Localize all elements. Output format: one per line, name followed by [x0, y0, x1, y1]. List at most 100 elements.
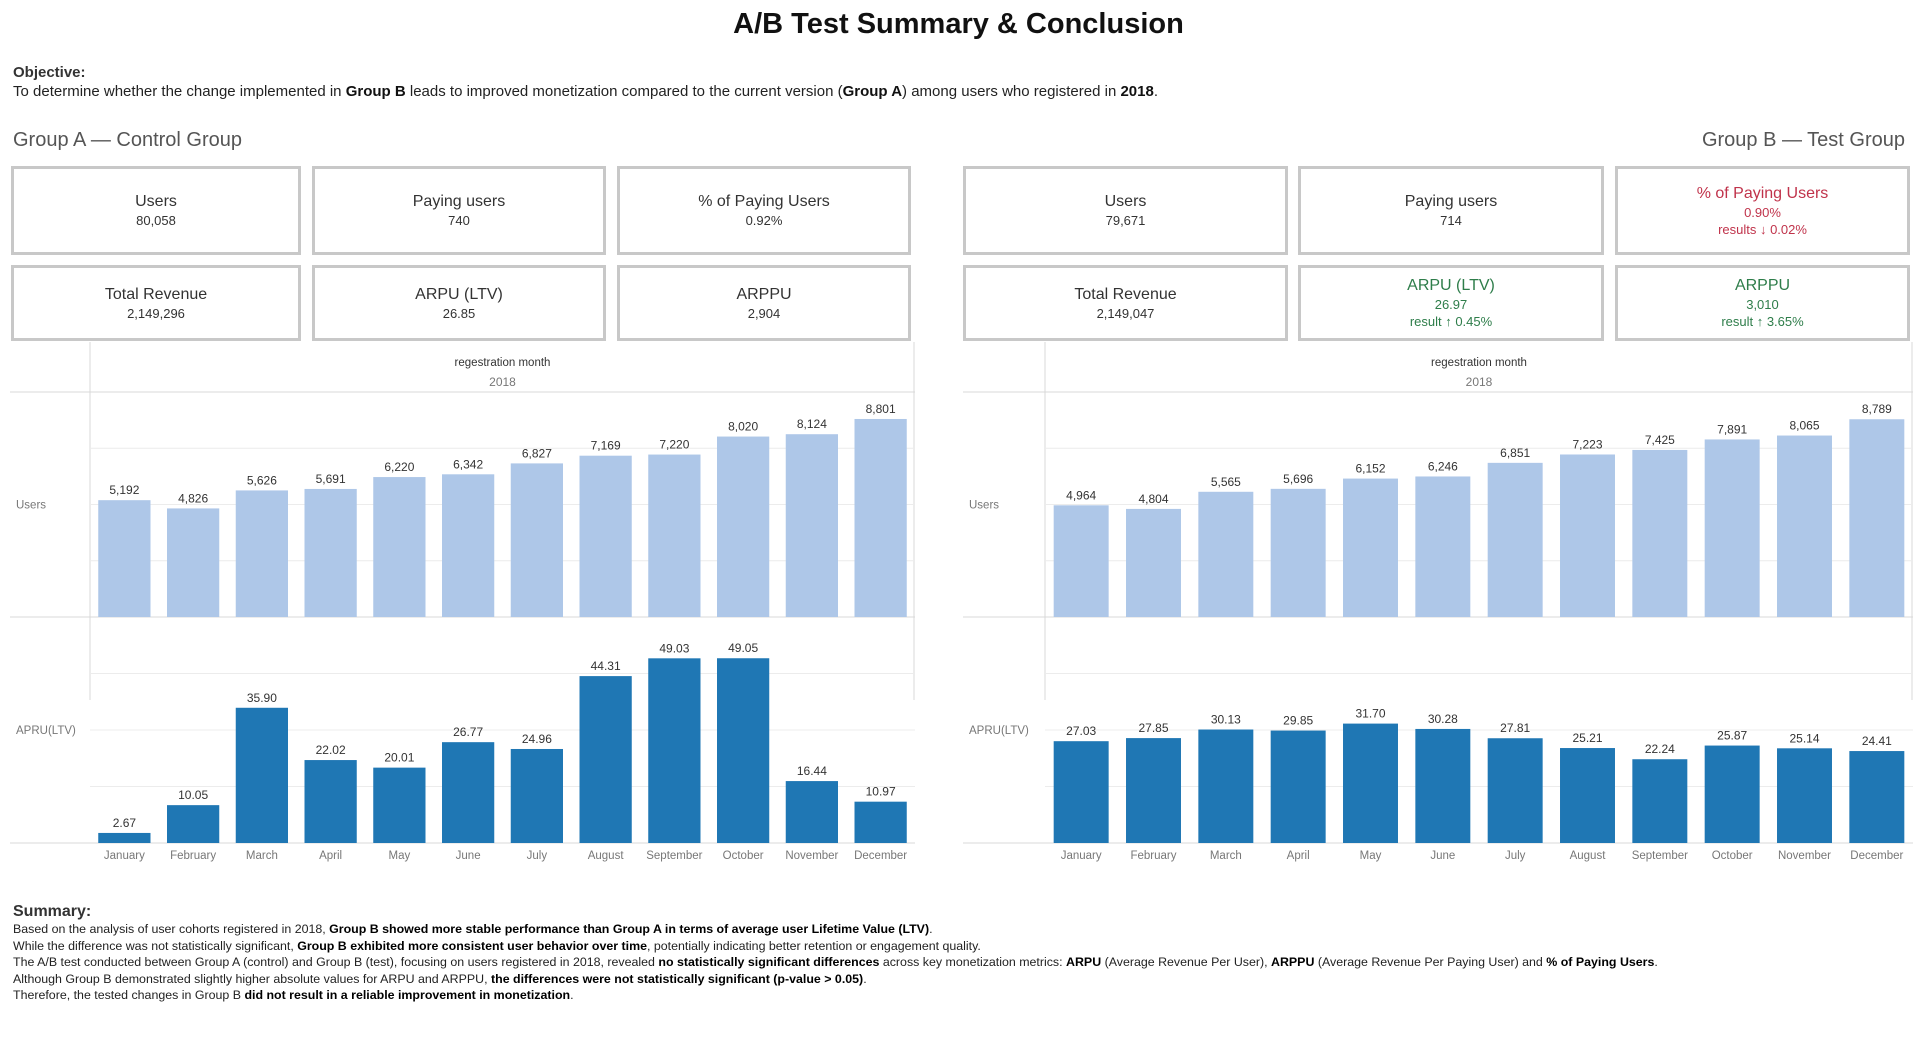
data-label: 5,565: [1211, 475, 1241, 489]
data-label: 6,246: [1428, 459, 1458, 473]
data-label: 4,964: [1066, 488, 1096, 502]
data-label: 4,826: [178, 491, 208, 505]
x-tick-label: August: [1570, 850, 1607, 862]
data-label: 30.28: [1428, 712, 1458, 726]
data-label: 10.97: [866, 785, 896, 799]
data-label: 25.14: [1789, 731, 1819, 745]
bar: [304, 760, 357, 843]
chart-group-a: regestration month 2018 Users 5,192 4,826 5,6…: [10, 342, 915, 862]
bar: [1849, 751, 1905, 843]
result-decrease: results ↓ 0.02%: [1718, 221, 1807, 237]
data-label: 7,220: [659, 438, 689, 452]
bar: [854, 801, 907, 843]
data-label: 7,425: [1645, 433, 1675, 447]
x-tick-label: January: [1061, 850, 1102, 862]
data-label: 31.70: [1355, 707, 1385, 721]
data-label: 8,801: [866, 402, 896, 416]
summary-line: Although Group B demonstrated slightly h…: [13, 971, 867, 986]
kpi-card-total-revenue-a: Total Revenue 2,149,296: [11, 265, 301, 341]
data-label: 25.21: [1572, 731, 1602, 745]
x-tick-label: February: [1130, 850, 1176, 862]
bar: [1704, 745, 1760, 843]
bar: [510, 748, 563, 843]
summary-line: While the difference was not statistical…: [13, 938, 981, 953]
x-tick-label: July: [1505, 850, 1526, 862]
bar: [98, 500, 151, 617]
x-tick-label: November: [1778, 850, 1831, 862]
bar: [1560, 454, 1615, 617]
x-tick-label: February: [170, 850, 216, 862]
bar: [854, 418, 907, 617]
data-label: 7,223: [1572, 437, 1602, 451]
kpi-card-users-a: Users 80,058: [11, 166, 301, 255]
bar: [1849, 419, 1905, 617]
x-tick-label: November: [785, 850, 838, 862]
x-tick-label: August: [588, 850, 625, 862]
data-label: 2.67: [113, 816, 137, 830]
bar: [1415, 476, 1471, 617]
data-label: 49.05: [728, 641, 758, 655]
page-title: A/B Test Summary & Conclusion: [733, 8, 1184, 40]
data-label: 26.77: [453, 725, 483, 739]
data-label: 5,626: [247, 473, 277, 487]
bar: [1198, 491, 1254, 617]
chart-group-b: regestration month 2018 Users 4,964 4,804 5,5…: [963, 342, 1913, 862]
bar: [1343, 723, 1398, 843]
bar: [1777, 435, 1832, 617]
data-label: 8,124: [797, 417, 827, 431]
column-year: 2018: [1466, 375, 1493, 389]
bar: [1487, 462, 1543, 617]
data-label: 6,827: [522, 446, 552, 460]
bar: [235, 707, 288, 843]
group-a-title: Group A — Control Group: [13, 129, 243, 151]
data-label: 6,342: [453, 457, 483, 471]
kpi-card-arppu-a: ARPPU 2,904: [617, 265, 911, 341]
kpi-card-paying-users-a: Paying users 740: [312, 166, 606, 255]
row-label: Users: [16, 500, 46, 512]
bar: [1777, 748, 1832, 843]
summary-line: Based on the analysis of user cohorts re…: [13, 922, 933, 936]
data-label: 8,065: [1789, 419, 1819, 433]
bar: [579, 455, 632, 617]
bar: [717, 436, 770, 617]
row-label: APRU(LTV): [16, 725, 76, 737]
objective-label: Objective:: [13, 64, 86, 81]
data-label: 6,152: [1355, 462, 1385, 476]
x-tick-label: September: [646, 850, 702, 862]
data-label: 20.01: [384, 751, 414, 765]
bar: [785, 434, 838, 617]
x-tick-label: December: [854, 850, 907, 862]
bar: [1270, 488, 1326, 617]
bar: [1415, 728, 1471, 843]
bar: [1053, 741, 1109, 843]
kpi-card-arppu-b: ARPPU 3,010 result ↑ 3.65%: [1615, 265, 1910, 341]
row-label: Users: [969, 500, 999, 512]
data-label: 5,691: [316, 472, 346, 486]
data-label: 4,804: [1138, 492, 1168, 506]
kpi-card-pct-paying-b: % of Paying Users 0.90% results ↓ 0.02%: [1615, 166, 1910, 255]
bar: [579, 676, 632, 843]
bar: [1270, 730, 1326, 843]
objective-text: To determine whether the change implemen…: [13, 83, 1159, 100]
x-tick-label: July: [527, 850, 548, 862]
result-increase: result ↑ 3.65%: [1721, 314, 1804, 329]
data-label: 8,789: [1862, 402, 1892, 416]
x-tick-label: April: [319, 850, 342, 862]
x-tick-label: March: [1210, 850, 1242, 862]
bar: [648, 454, 701, 617]
column-header: regestration month: [455, 357, 551, 369]
bar: [1704, 439, 1760, 617]
x-tick-label: April: [1287, 850, 1310, 862]
x-tick-label: October: [723, 850, 764, 862]
x-tick-label: March: [246, 850, 278, 862]
summary: Summary: Based on the analysis of user c…: [13, 902, 1903, 1004]
bar: [1126, 508, 1181, 617]
bar: [1632, 449, 1688, 617]
data-label: 10.05: [178, 788, 208, 802]
summary-header: Summary:: [13, 903, 92, 920]
data-label: 35.90: [247, 691, 277, 705]
bar: [1487, 738, 1543, 843]
bar: [167, 508, 220, 617]
x-tick-label: May: [389, 850, 411, 862]
bar: [1198, 729, 1254, 843]
